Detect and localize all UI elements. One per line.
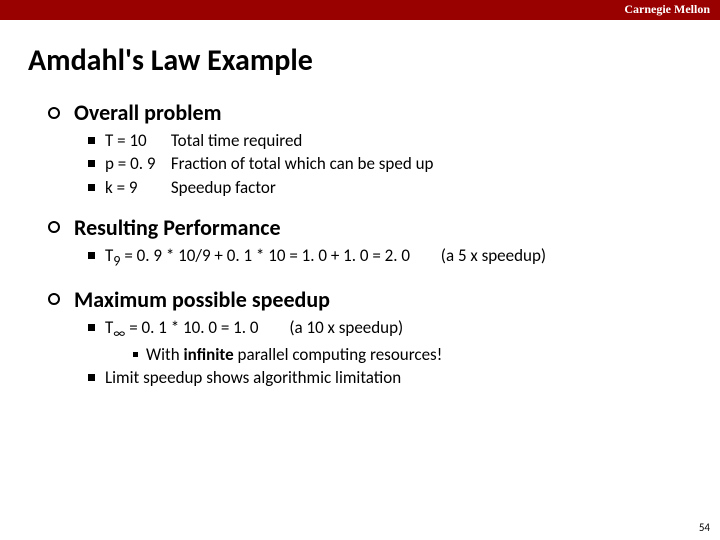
item-key: T = 10 (105, 130, 167, 151)
content-area: Overall problem T = 10 Total time requir… (48, 99, 690, 388)
square-bullet-icon (88, 137, 95, 144)
section-resulting-performance: Resulting Performance (48, 214, 690, 241)
slide-title: Amdahl's Law Example (28, 42, 720, 79)
item-text: p = 0. 9 Fraction of total which can be … (105, 153, 433, 174)
item-text: Limit speedup shows algorithmic limitati… (105, 367, 401, 388)
square-bullet-icon (88, 160, 95, 167)
section-heading: Overall problem (74, 99, 222, 126)
square-bullet-icon (88, 252, 95, 259)
sub-list-item: With infinite parallel computing resourc… (133, 344, 442, 365)
top-bar (0, 0, 720, 20)
square-bullet-icon (88, 184, 95, 191)
page-number: 54 (699, 521, 710, 534)
circle-bullet-icon (48, 221, 60, 233)
t-subscript: ∞ (113, 324, 125, 341)
section-1-items: T = 10 Total time required p = 0. 9 Frac… (88, 130, 690, 198)
section-maximum-speedup: Maximum possible speedup (48, 286, 690, 313)
item-text: k = 9 Speedup factor (105, 177, 276, 198)
list-item: Limit speedup shows algorithmic limitati… (88, 367, 690, 388)
speedup-note: (a 10 x speedup) (289, 317, 403, 338)
list-item: p = 0. 9 Fraction of total which can be … (88, 153, 690, 174)
circle-bullet-icon (48, 293, 60, 305)
item-text: T9 = 0. 9 * 10/9 + 0. 1 * 10 = 1. 0 + 1.… (105, 245, 546, 270)
slide: Carnegie Mellon Amdahl's Law Example Ove… (0, 0, 720, 540)
mini-square-bullet-icon (133, 352, 138, 357)
sub-list: With infinite parallel computing resourc… (133, 344, 442, 365)
t-rest: = 0. 9 * 10/9 + 0. 1 * 10 = 1. 0 + 1. 0 … (120, 245, 410, 266)
sub-bold: infinite (184, 344, 234, 365)
item-val: Total time required (171, 130, 302, 151)
item-text: T = 10 Total time required (105, 130, 302, 151)
section-heading: Maximum possible speedup (74, 286, 330, 313)
item-key: k = 9 (105, 177, 167, 198)
branding-text: Carnegie Mellon (624, 2, 710, 17)
item-val: Speedup factor (171, 177, 276, 198)
item-text: T∞ = 0. 1 * 10. 0 = 1. 0 (a 10 x speedup… (105, 317, 442, 365)
list-item: T∞ = 0. 1 * 10. 0 = 1. 0 (a 10 x speedup… (88, 317, 690, 365)
circle-bullet-icon (48, 107, 60, 119)
speedup-note: (a 5 x speedup) (441, 245, 546, 266)
section-3-items: T∞ = 0. 1 * 10. 0 = 1. 0 (a 10 x speedup… (88, 317, 690, 389)
square-bullet-icon (88, 374, 95, 381)
section-overall-problem: Overall problem (48, 99, 690, 126)
list-item: k = 9 Speedup factor (88, 177, 690, 198)
sub-post: parallel computing resources! (234, 344, 443, 365)
item-key: p = 0. 9 (105, 153, 167, 174)
section-heading: Resulting Performance (74, 214, 281, 241)
sub-item-text: With infinite parallel computing resourc… (146, 344, 442, 365)
list-item: T9 = 0. 9 * 10/9 + 0. 1 * 10 = 1. 0 + 1.… (88, 245, 690, 270)
section-2-items: T9 = 0. 9 * 10/9 + 0. 1 * 10 = 1. 0 + 1.… (88, 245, 690, 270)
t-rest: = 0. 1 * 10. 0 = 1. 0 (125, 317, 258, 338)
item-val: Fraction of total which can be sped up (171, 153, 434, 174)
square-bullet-icon (88, 324, 95, 331)
sub-pre: With (146, 344, 184, 365)
list-item: T = 10 Total time required (88, 130, 690, 151)
